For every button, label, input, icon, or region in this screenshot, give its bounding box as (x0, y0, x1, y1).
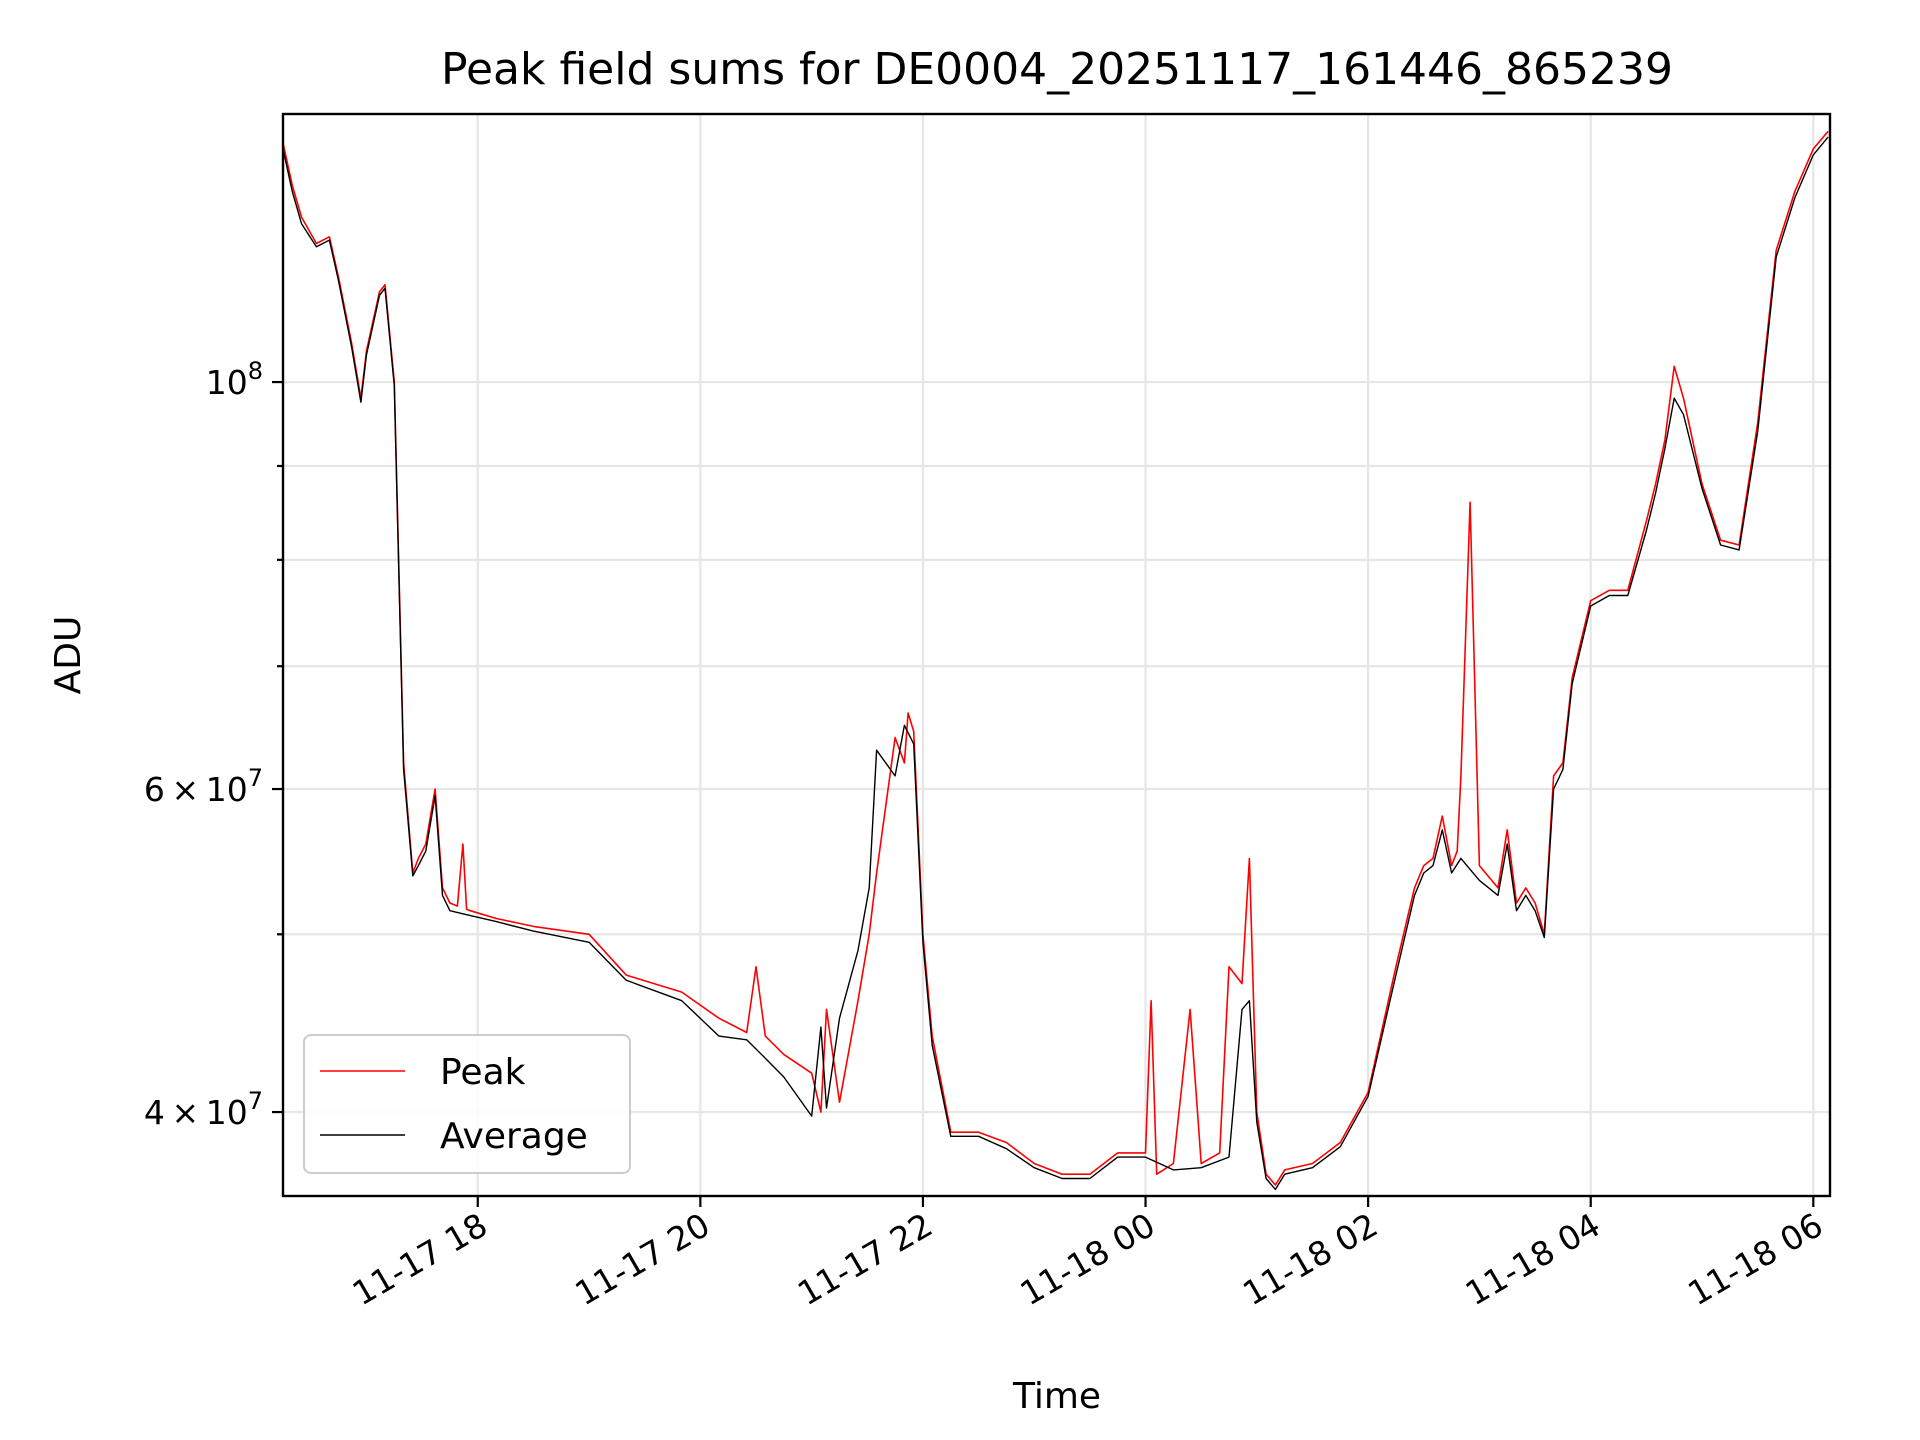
x-axis-label: Time (1012, 1376, 1101, 1417)
plot-series (282, 130, 1829, 1191)
chart-title: Peak field sums for DE0004_20251117_1614… (441, 44, 1673, 95)
y-axis-label: ADU (48, 616, 89, 695)
plot-frame (281, 112, 1832, 1198)
legend-label-peak: Peak (440, 1052, 526, 1093)
series-line-peak (282, 130, 1829, 1186)
y-axis-ticks: 4 × 107 6 × 107 108 (144, 357, 283, 1132)
legend-label-average: Average (440, 1116, 588, 1157)
y-tick-label: 4 × 107 (144, 1087, 263, 1132)
legend-box (303, 1034, 631, 1174)
series-line-average (282, 136, 1829, 1191)
y-tick-label: 108 (206, 357, 263, 402)
y-tick-label: 6 × 107 (144, 764, 263, 809)
legend: Peak Average (303, 1034, 631, 1174)
